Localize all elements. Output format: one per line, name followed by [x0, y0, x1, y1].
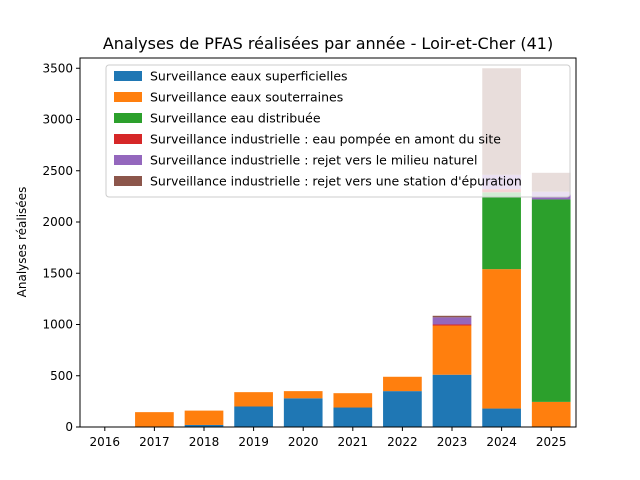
x-tick-label: 2021 [338, 435, 369, 449]
bar-2025-series-3 [531, 199, 571, 402]
bar-2019-series-2 [234, 392, 273, 407]
legend-swatch-3 [114, 113, 142, 123]
bar-2020-series-2 [283, 391, 323, 399]
legend-entry-6: Surveillance industrielle : rejet vers u… [150, 174, 522, 189]
y-tick-label: 2500 [42, 164, 73, 178]
x-tick-label: 2024 [486, 435, 517, 449]
x-tick-label: 2022 [387, 435, 418, 449]
bar-2023-series-5 [432, 317, 472, 325]
bar-2023-series-4 [432, 324, 472, 326]
legend-box [105, 64, 571, 198]
bar-2017-series-2 [135, 412, 174, 427]
legend-swatch-1 [114, 71, 142, 81]
bar-2020-series-1 [283, 398, 323, 427]
bar-2023-series-6 [432, 315, 472, 318]
x-tick-label: 2017 [139, 435, 170, 449]
y-tick-label: 0 [65, 420, 73, 434]
x-tick-label: 2023 [437, 435, 468, 449]
y-tick-label: 1000 [42, 318, 73, 332]
bar-2019-series-1 [234, 406, 273, 427]
legend-swatch-6 [114, 176, 142, 186]
y-tick-label: 2000 [42, 215, 73, 229]
legend-swatch-4 [114, 134, 142, 144]
chart-title: Analyses de PFAS réalisées par année - L… [103, 34, 553, 53]
y-tick-label: 3500 [42, 61, 73, 75]
x-tick-label: 2018 [189, 435, 220, 449]
legend-swatch-5 [114, 155, 142, 165]
y-tick-label: 500 [50, 369, 73, 383]
legend-entry-5: Surveillance industrielle : rejet vers l… [150, 153, 477, 168]
legend-swatch-2 [114, 92, 142, 102]
legend: Surveillance eaux superficielles Surveill… [105, 64, 571, 198]
bar-2024-series-2 [482, 269, 521, 409]
axes-group: 0 500 1000 1500 2000 2500 3000 3500 2016 2017 2018… [42, 57, 577, 449]
bar-2018-series-2 [184, 410, 224, 425]
y-tick-label: 3000 [42, 113, 73, 127]
legend-entry-2: Surveillance eaux souterraines [150, 90, 343, 105]
x-tick-label: 2025 [536, 435, 567, 449]
bar-2025-series-2 [531, 401, 571, 427]
bar-2023-series-1 [432, 374, 472, 427]
bar-2023-series-2 [432, 325, 472, 375]
bar-2018-series-1 [184, 424, 224, 427]
legend-entry-4: Surveillance industrielle : eau pompée e… [150, 132, 501, 147]
y-tick-label: 1500 [42, 266, 73, 280]
x-tick-label: 2016 [90, 435, 121, 449]
bar-2022-series-2 [383, 376, 422, 392]
bar-2021-series-1 [333, 407, 373, 427]
plot-frame [79, 57, 577, 428]
legend-entry-1: Surveillance eaux superficielles [150, 69, 348, 84]
bar-2022-series-1 [383, 391, 422, 428]
bar-2024-series-1 [482, 408, 521, 427]
legend-entry-3: Surveillance eau distribuée [150, 111, 321, 126]
x-tick-label: 2019 [238, 435, 269, 449]
bar-2024-series-3 [482, 192, 521, 270]
y-axis-label: Analyses réalisées [15, 187, 29, 298]
bar-2021-series-2 [333, 393, 373, 408]
x-tick-label: 2020 [288, 435, 319, 449]
